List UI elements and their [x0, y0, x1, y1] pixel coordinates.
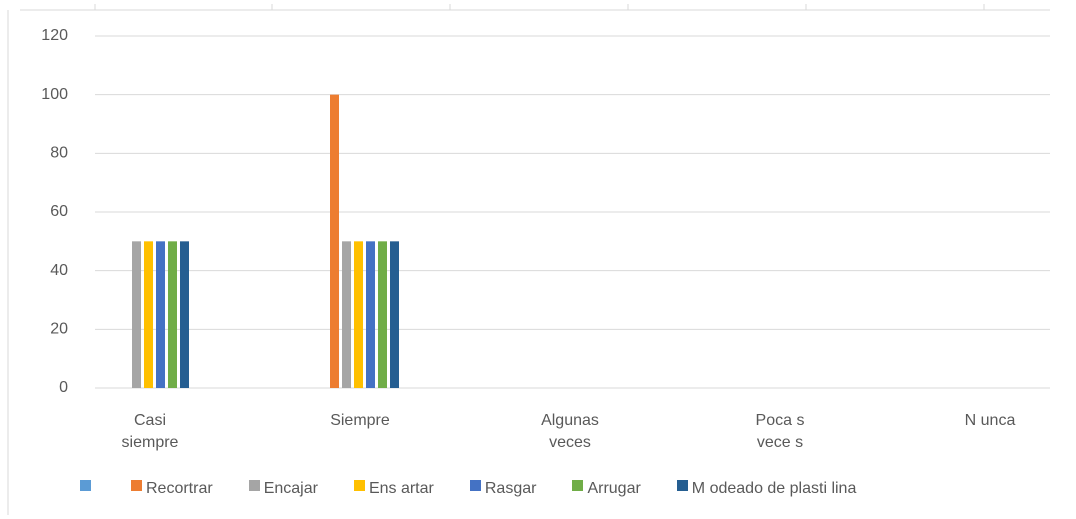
legend-swatch: [80, 479, 91, 491]
legend: Recortrar Encajar Ens artar Rasgar Arrugar M …: [80, 479, 892, 498]
x-tick-label: Casi siempre: [121, 412, 179, 451]
x-tick-label: Algunas veces: [541, 412, 599, 451]
y-tick-label: 40: [50, 262, 68, 279]
bar: [180, 241, 189, 388]
legend-label: Recortrar: [146, 480, 213, 497]
y-tick-label: 80: [50, 145, 68, 162]
bar: [144, 241, 153, 388]
bar: [132, 241, 141, 388]
legend-item: [80, 479, 95, 491]
legend-swatch: [469, 479, 481, 491]
legend-swatch: [131, 479, 142, 491]
legend-label: M odeado de plasti lina: [691, 480, 857, 497]
bar: [366, 241, 375, 388]
legend-label: Ens artar: [368, 480, 434, 497]
legend-label: Encajar: [263, 480, 318, 497]
bar: [342, 241, 351, 388]
x-tick-label: N unca: [964, 412, 1016, 429]
legend-swatch: [572, 479, 584, 491]
y-tick-label: 120: [41, 27, 68, 44]
legend-item: Arrugar: [572, 479, 641, 498]
legend-label: Rasgar: [484, 480, 537, 497]
y-tick-label: 0: [59, 379, 68, 396]
bar: [378, 241, 387, 388]
legend-swatch: [676, 479, 688, 491]
y-tick-label: 60: [50, 203, 68, 220]
bar: [354, 241, 363, 388]
bar: [390, 241, 399, 388]
legend-item: Rasgar: [469, 479, 537, 498]
x-tick-label: Siempre: [330, 412, 390, 429]
legend-item: Encajar: [248, 479, 318, 498]
bar: [168, 241, 177, 388]
x-tick-label: Poca s vece s: [755, 412, 805, 451]
legend-swatch: [248, 479, 260, 491]
legend-swatch: [353, 479, 365, 491]
bar: [156, 241, 165, 388]
frame: [7, 4, 1050, 515]
legend-item: Ens artar: [353, 479, 434, 498]
bar: [330, 94, 339, 389]
y-tick-label: 20: [50, 321, 68, 338]
legend-label: Arrugar: [587, 480, 641, 497]
legend-item: Recortrar: [131, 479, 213, 498]
legend-item: M odeado de plasti lina: [676, 479, 857, 498]
y-tick-label: 100: [41, 86, 68, 103]
